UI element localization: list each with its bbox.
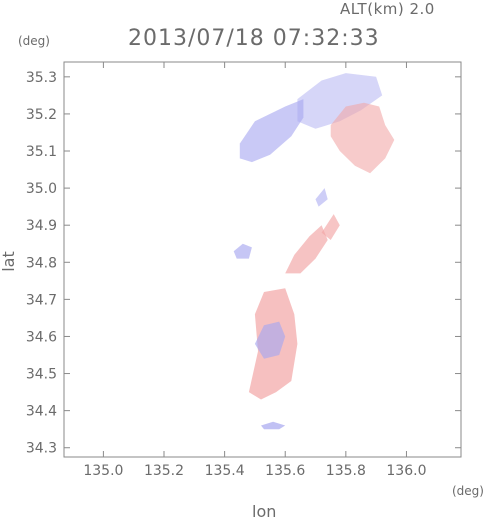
x-tick-label: 135.0 xyxy=(83,463,123,479)
y-tick-label: 35.3 xyxy=(26,70,57,86)
x-axis-label: lon xyxy=(252,502,277,521)
echo-region-negative xyxy=(261,421,286,430)
y-axis-unit: (deg) xyxy=(18,34,50,48)
y-tick-label: 35.1 xyxy=(26,144,57,160)
radar-echo-layer xyxy=(233,73,395,430)
y-tick-label: 34.7 xyxy=(26,292,57,308)
y-axis-label: lat xyxy=(0,251,18,272)
echo-region-positive xyxy=(285,225,328,274)
x-tick-label: 135.4 xyxy=(205,463,245,479)
echo-region-negative xyxy=(254,321,286,359)
altitude-label: ALT(km) 2.0 xyxy=(340,0,435,18)
echo-region-negative xyxy=(297,73,383,129)
echo-region-negative xyxy=(233,243,252,259)
y-tick-label: 34.5 xyxy=(26,367,57,383)
y-tick-label: 34.4 xyxy=(26,404,57,420)
y-tick-label: 35.2 xyxy=(26,107,57,123)
echo-region-positive xyxy=(321,214,340,240)
y-tick-label: 34.9 xyxy=(26,218,57,234)
x-axis-unit: (deg) xyxy=(452,484,484,498)
echo-region-negative xyxy=(239,99,304,163)
y-tick-label: 34.6 xyxy=(26,329,57,345)
x-axis: 135.0 135.2 135.4 135.6 135.8 136.0 xyxy=(83,62,426,479)
echo-region-negative xyxy=(315,188,328,207)
x-tick-label: 135.8 xyxy=(326,463,366,479)
y-tick-label: 34.8 xyxy=(26,255,57,271)
y-tick-label: 34.3 xyxy=(26,441,57,457)
echo-region-positive xyxy=(330,102,395,174)
y-tick-label: 35.0 xyxy=(26,181,57,197)
plot-frame xyxy=(63,61,462,458)
x-tick-label: 136.0 xyxy=(386,463,426,479)
x-tick-label: 135.6 xyxy=(265,463,305,479)
y-axis: 34.3 34.4 34.5 34.6 34.7 34.8 34.9 35.0 35.1 35.2… xyxy=(26,70,461,457)
timestamp-label: 2013/07/18 07:32:33 xyxy=(128,26,380,51)
x-tick-label: 135.2 xyxy=(144,463,184,479)
